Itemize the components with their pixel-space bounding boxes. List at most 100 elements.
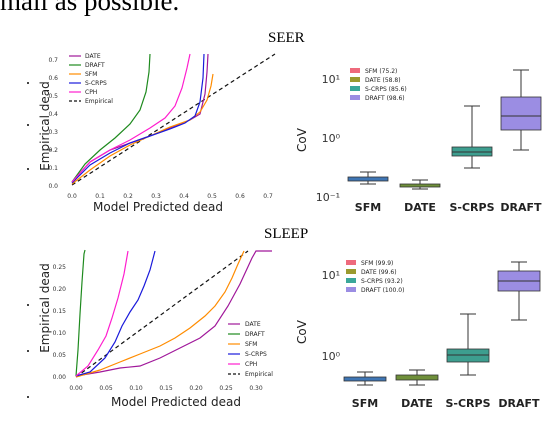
legend-label: DATE (99.6) bbox=[361, 269, 397, 276]
seer-box-draft bbox=[500, 69, 542, 151]
seer-cal-xlabel: Model Predicted dead bbox=[93, 200, 223, 214]
seer-cal-ylabel: Empirical dead bbox=[38, 81, 52, 171]
xtick: 0.7 bbox=[263, 193, 273, 200]
margin-mark bbox=[27, 168, 29, 170]
category-label: DATE bbox=[401, 397, 433, 410]
ytick: 10¹ bbox=[322, 73, 340, 86]
margin-mark bbox=[27, 304, 29, 306]
ytick: 0.3 bbox=[48, 129, 58, 136]
margin-mark bbox=[27, 124, 29, 126]
ytick: 0.00 bbox=[53, 374, 67, 381]
ytick: 0.5 bbox=[48, 93, 58, 100]
sleep-box-draft bbox=[497, 261, 541, 321]
margin-mark bbox=[27, 82, 29, 84]
sleep-cov-ylabel: CoV bbox=[295, 319, 309, 344]
legend-label: DATE (58.8) bbox=[365, 77, 401, 84]
sleep-figure: Empirical dead 0.00 0.05 0.10 0.15 0.20 … bbox=[38, 249, 541, 410]
margin-mark bbox=[27, 350, 29, 352]
seer-title: SEER bbox=[268, 30, 305, 46]
xtick: 0.4 bbox=[179, 193, 189, 200]
xtick: 0.30 bbox=[249, 385, 263, 392]
xtick: 0.0 bbox=[67, 193, 77, 200]
xtick: 0.3 bbox=[151, 193, 161, 200]
xtick: 0.05 bbox=[99, 385, 113, 392]
legend-label: SFM (75.2) bbox=[365, 68, 397, 75]
xtick: 0.15 bbox=[159, 385, 173, 392]
category-label: S-CRPS bbox=[445, 397, 490, 410]
seer-line-draft bbox=[71, 53, 151, 183]
seer-box-sfm bbox=[347, 171, 389, 185]
seer-cov-ylabel: CoV bbox=[295, 127, 309, 152]
seer-calibration-plot: Empirical dead 0.0 0.1 0.2 0.3 0.4 0.5 0… bbox=[38, 53, 276, 214]
legend-label: DRAFT (98.6) bbox=[365, 95, 405, 102]
sleep-cal-xticks: 0.00 0.05 0.10 0.15 0.20 0.25 0.30 bbox=[69, 385, 263, 392]
sleep-cal-xlabel: Model Predicted dead bbox=[111, 395, 241, 409]
legend-label: DRAFT bbox=[245, 331, 265, 338]
legend-label: S-CRPS bbox=[85, 80, 107, 87]
legend-label: DATE bbox=[85, 53, 101, 60]
category-label: S-CRPS bbox=[449, 201, 494, 214]
sleep-line-scrps bbox=[75, 250, 156, 377]
header-text-fragment: mall as possible. bbox=[0, 0, 180, 16]
seer-figure: Empirical dead 0.0 0.1 0.2 0.3 0.4 0.5 0… bbox=[38, 53, 542, 214]
legend-label: DRAFT bbox=[85, 62, 105, 69]
legend-label: S-CRPS (93.2) bbox=[361, 278, 403, 285]
ytick: 10⁻¹ bbox=[316, 191, 340, 204]
sleep-box-scrps bbox=[446, 313, 490, 376]
ytick: 0.10 bbox=[53, 330, 67, 337]
seer-cal-xticks: 0.0 0.1 0.2 0.3 0.4 0.5 0.6 0.7 bbox=[67, 193, 273, 200]
sleep-line-draft bbox=[75, 249, 86, 377]
category-label: SFM bbox=[355, 201, 381, 214]
legend-label: CPH bbox=[245, 361, 257, 368]
seer-cov-legend: SFM (75.2) DATE (58.8) S-CRPS (85.6) DRA… bbox=[350, 68, 407, 102]
seer-line-sfm bbox=[71, 73, 214, 185]
sleep-cov-boxplot: CoV 10⁰ 10¹ SFM DATE S-CRPS DRAFT bbox=[295, 260, 541, 410]
sleep-cov-legend: SFM (99.9) DATE (99.6) S-CRPS (93.2) DRA… bbox=[346, 260, 404, 294]
legend-label: DRAFT (100.0) bbox=[361, 287, 404, 294]
legend-label: Empirical bbox=[245, 371, 273, 378]
ytick: 0.7 bbox=[48, 57, 58, 64]
xtick: 0.25 bbox=[219, 385, 233, 392]
legend-label: Empirical bbox=[85, 98, 113, 105]
xtick: 0.2 bbox=[123, 193, 133, 200]
sleep-line-cph bbox=[75, 250, 129, 377]
legend-label: DATE bbox=[245, 321, 261, 328]
seer-line-empirical bbox=[71, 53, 276, 186]
sleep-calibration-plot: Empirical dead 0.00 0.05 0.10 0.15 0.20 … bbox=[38, 249, 273, 409]
ytick: 10⁰ bbox=[322, 350, 341, 363]
sleep-cal-yticks: 0.00 0.05 0.10 0.15 0.20 0.25 bbox=[53, 264, 67, 381]
ytick: 0.0 bbox=[48, 183, 58, 190]
margin-mark bbox=[27, 396, 29, 398]
ytick: 10¹ bbox=[322, 269, 340, 282]
legend-label: S-CRPS (85.6) bbox=[365, 86, 407, 93]
seer-line-cph bbox=[71, 53, 191, 183]
category-label: SFM bbox=[352, 397, 378, 410]
sleep-cal-ylabel: Empirical dead bbox=[38, 263, 52, 353]
legend-label: CPH bbox=[85, 89, 97, 96]
legend-label: SFM bbox=[85, 71, 97, 78]
xtick: 0.10 bbox=[129, 385, 143, 392]
seer-box-scrps bbox=[451, 105, 493, 169]
sleep-line-sfm bbox=[75, 250, 245, 378]
sleep-box-sfm bbox=[343, 371, 387, 386]
ytick: 0.05 bbox=[53, 352, 67, 359]
ytick: 0.6 bbox=[48, 75, 58, 82]
seer-cal-legend: DATE DRAFT SFM S-CRPS CPH Empirical bbox=[69, 53, 113, 105]
seer-box-date bbox=[399, 179, 441, 190]
ytick: 0.1 bbox=[48, 165, 58, 172]
category-label: DATE bbox=[404, 201, 436, 214]
ytick: 10⁰ bbox=[322, 132, 341, 145]
category-label: DRAFT bbox=[498, 397, 540, 410]
xtick: 0.5 bbox=[207, 193, 217, 200]
ytick: 0.20 bbox=[53, 286, 67, 293]
seer-cal-yticks: 0.0 0.1 0.2 0.3 0.4 0.5 0.6 0.7 bbox=[48, 57, 58, 190]
sleep-box-date bbox=[395, 369, 439, 386]
ytick: 0.2 bbox=[48, 147, 58, 154]
category-label: DRAFT bbox=[500, 201, 542, 214]
sleep-title: SLEEP bbox=[264, 226, 309, 242]
ytick: 0.25 bbox=[53, 264, 67, 271]
xtick: 0.00 bbox=[69, 385, 83, 392]
xtick: 0.1 bbox=[95, 193, 105, 200]
ytick: 0.15 bbox=[53, 308, 67, 315]
legend-label: SFM (99.9) bbox=[361, 260, 393, 267]
